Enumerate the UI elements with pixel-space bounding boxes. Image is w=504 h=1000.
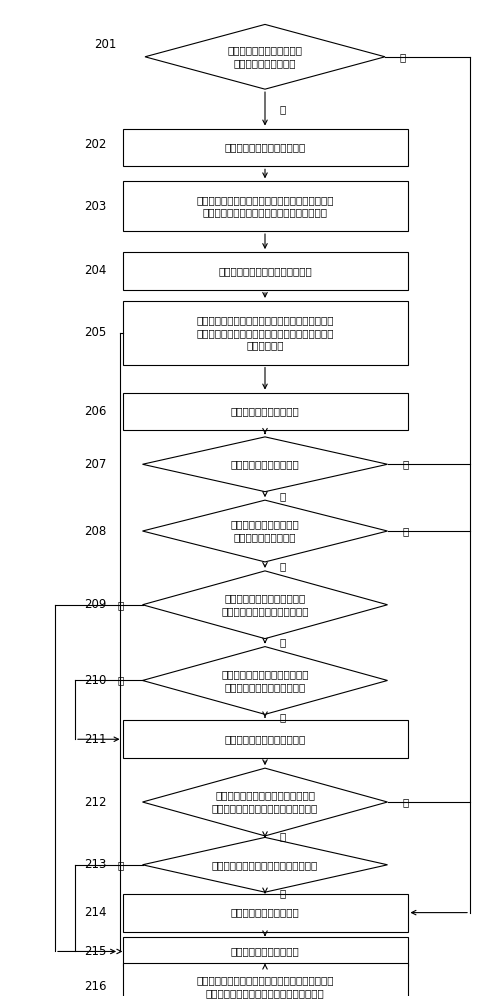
Text: 测量电池单体的第一当前电压: 测量电池单体的第一当前电压 [224, 734, 305, 744]
Text: 214: 214 [84, 906, 106, 919]
Text: 是: 是 [402, 459, 409, 469]
Bar [122, 720, 408, 758]
Text: 204: 204 [84, 264, 106, 277]
Text: 216: 216 [84, 980, 106, 993]
Text: 将剩余均衡容量与已均衡容量的差值作为新的剩余
均衡容量，并对新的剩余均衡容量进行存储: 将剩余均衡容量与已均衡容量的差值作为新的剩余 均衡容量，并对新的剩余均衡容量进行… [196, 975, 334, 998]
Text: 是: 是 [280, 888, 286, 898]
Text: 是: 是 [280, 638, 286, 648]
Text: 判断第一当前电压与获取的第一最低
电压的差值是否大于设置的标定电压差: 判断第一当前电压与获取的第一最低 电压的差值是否大于设置的标定电压差 [212, 791, 318, 813]
Text: 201: 201 [94, 38, 116, 51]
Polygon shape [143, 500, 388, 562]
Text: 209: 209 [84, 598, 106, 611]
Text: 211: 211 [84, 733, 106, 746]
Bar [122, 129, 408, 166]
Bar [122, 393, 408, 430]
Bar [122, 894, 408, 932]
Text: 208: 208 [84, 525, 106, 538]
Bar [122, 301, 408, 365]
Bar [122, 252, 408, 290]
Text: 根据最低容量指数、容量指数、设置的电池单体的
衰减指数和设置的电池单体的设定额定容量计算出
剩余均衡容量: 根据最低容量指数、容量指数、设置的电池单体的 衰减指数和设置的电池单体的设定额定… [196, 315, 334, 351]
Polygon shape [143, 437, 388, 492]
Text: 判断电池单体的均衡使能通道是否开启: 判断电池单体的均衡使能通道是否开启 [212, 860, 318, 870]
Text: 测量电池单体的第二当前电压: 测量电池单体的第二当前电压 [224, 142, 305, 152]
Polygon shape [143, 647, 388, 714]
Text: 203: 203 [84, 200, 106, 213]
Text: 是: 是 [280, 104, 286, 114]
Text: 对电池单体进行均衡禁止: 对电池单体进行均衡禁止 [231, 946, 299, 956]
Text: 是: 是 [117, 675, 123, 685]
Text: 判断是否接收到均衡指令: 判断是否接收到均衡指令 [231, 459, 299, 469]
Text: 否: 否 [402, 526, 409, 536]
Text: 206: 206 [84, 405, 106, 418]
Text: 否: 否 [280, 491, 286, 501]
Text: 215: 215 [84, 945, 106, 958]
Text: 判断测量出的电池单体的荷电
状态的变化值是否小于指定阈值: 判断测量出的电池单体的荷电 状态的变化值是否小于指定阈值 [221, 593, 309, 616]
Text: 205: 205 [84, 326, 106, 339]
Bar [122, 963, 408, 1000]
Text: 根据开路电压表查询出第二当前电压对应的容量指
数和获取的第二最低电压对应的最低容量指数: 根据开路电压表查询出第二当前电压对应的容量指 数和获取的第二最低电压对应的最低容… [196, 195, 334, 218]
Text: 212: 212 [84, 796, 106, 809]
Bar [122, 937, 408, 966]
Text: 是: 是 [280, 561, 286, 571]
Text: 否: 否 [402, 797, 409, 807]
Polygon shape [143, 571, 388, 639]
Text: 否: 否 [400, 52, 406, 62]
Text: 判断获取的电池单体的剩余均衡
容量是否大于设置的标定容量: 判断获取的电池单体的剩余均衡 容量是否大于设置的标定容量 [221, 669, 309, 692]
Text: 210: 210 [84, 674, 106, 687]
Polygon shape [145, 24, 385, 89]
Text: 判断电池单体的静置时间是
否大于或等于时间阈值: 判断电池单体的静置时间是 否大于或等于时间阈值 [227, 45, 302, 68]
Text: 否: 否 [117, 600, 123, 610]
Text: 207: 207 [84, 458, 106, 471]
Text: 否: 否 [280, 712, 286, 722]
Bar [122, 181, 408, 231]
Text: 获取存储的剩余均衡容量: 获取存储的剩余均衡容量 [231, 406, 299, 416]
Text: 是: 是 [280, 832, 286, 842]
Text: 213: 213 [84, 858, 106, 871]
Text: 对电池单体进行均衡使能: 对电池单体进行均衡使能 [231, 908, 299, 918]
Polygon shape [143, 837, 388, 892]
Polygon shape [143, 768, 388, 836]
Text: 测量电池单体的荷电状态的变化值: 测量电池单体的荷电状态的变化值 [218, 266, 312, 276]
Text: 判断电池单体的电芯类型
是否包括磷酸铁锂电芯: 判断电池单体的电芯类型 是否包括磷酸铁锂电芯 [231, 520, 299, 542]
Text: 否: 否 [117, 860, 123, 870]
Text: 202: 202 [84, 138, 106, 151]
